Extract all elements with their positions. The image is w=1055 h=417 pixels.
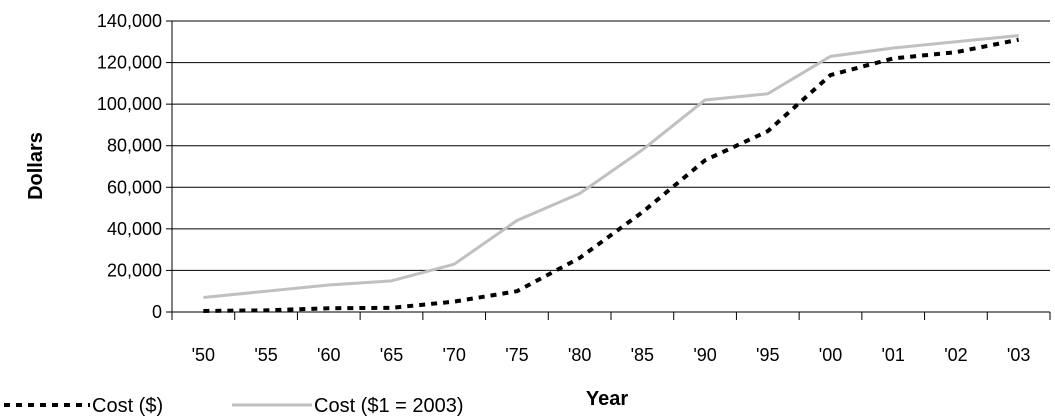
legend-label-cost-2003-dollars: Cost ($1 = 2003) bbox=[314, 395, 464, 417]
y-tick-label: 20,000 bbox=[107, 260, 162, 280]
x-tick-label: '75 bbox=[505, 345, 528, 365]
x-axis-title: Year bbox=[586, 388, 628, 410]
x-tick-label: '00 bbox=[819, 345, 842, 365]
y-tick-label: 40,000 bbox=[107, 219, 162, 239]
x-tick-label: '85 bbox=[631, 345, 654, 365]
legend: Cost ($) Cost ($1 = 2003) bbox=[4, 395, 464, 417]
x-tick-label: '50 bbox=[192, 345, 215, 365]
y-tick-label: 100,000 bbox=[97, 94, 162, 114]
series-line-cost-2003-dollars bbox=[203, 34, 1019, 299]
x-tick-label: '80 bbox=[568, 345, 591, 365]
legend-label-cost-nominal: Cost ($) bbox=[92, 395, 163, 417]
x-axis-ticks: '50 '55 '60 '65 '70 '75 '80 '85 '90 '95 '00 '01 '02 '… bbox=[171, 312, 1051, 365]
x-tick-label: '02 bbox=[944, 345, 967, 365]
y-axis-ticks: 0 20,000 40,000 60,000 80,000 100,000 120,000 1… bbox=[97, 11, 172, 322]
series-line-cost-nominal bbox=[203, 37, 1020, 313]
x-tick-label: '95 bbox=[756, 345, 779, 365]
gridlines bbox=[172, 20, 1050, 271]
y-tick-label: 140,000 bbox=[97, 11, 162, 31]
y-axis-title: Dollars bbox=[25, 132, 47, 200]
x-tick-label: '90 bbox=[693, 345, 716, 365]
x-tick-label: '60 bbox=[317, 345, 340, 365]
x-tick-label: '01 bbox=[881, 345, 904, 365]
y-tick-label: 0 bbox=[152, 302, 162, 322]
x-tick-label: '70 bbox=[442, 345, 465, 365]
series-lines bbox=[203, 34, 1020, 313]
y-tick-label: 120,000 bbox=[97, 53, 162, 73]
y-tick-label: 60,000 bbox=[107, 177, 162, 197]
y-tick-label: 80,000 bbox=[107, 136, 162, 156]
axes bbox=[171, 21, 1050, 313]
x-tick-label: '03 bbox=[1007, 345, 1030, 365]
x-tick-label: '55 bbox=[254, 345, 277, 365]
x-tick-label: '65 bbox=[380, 345, 403, 365]
